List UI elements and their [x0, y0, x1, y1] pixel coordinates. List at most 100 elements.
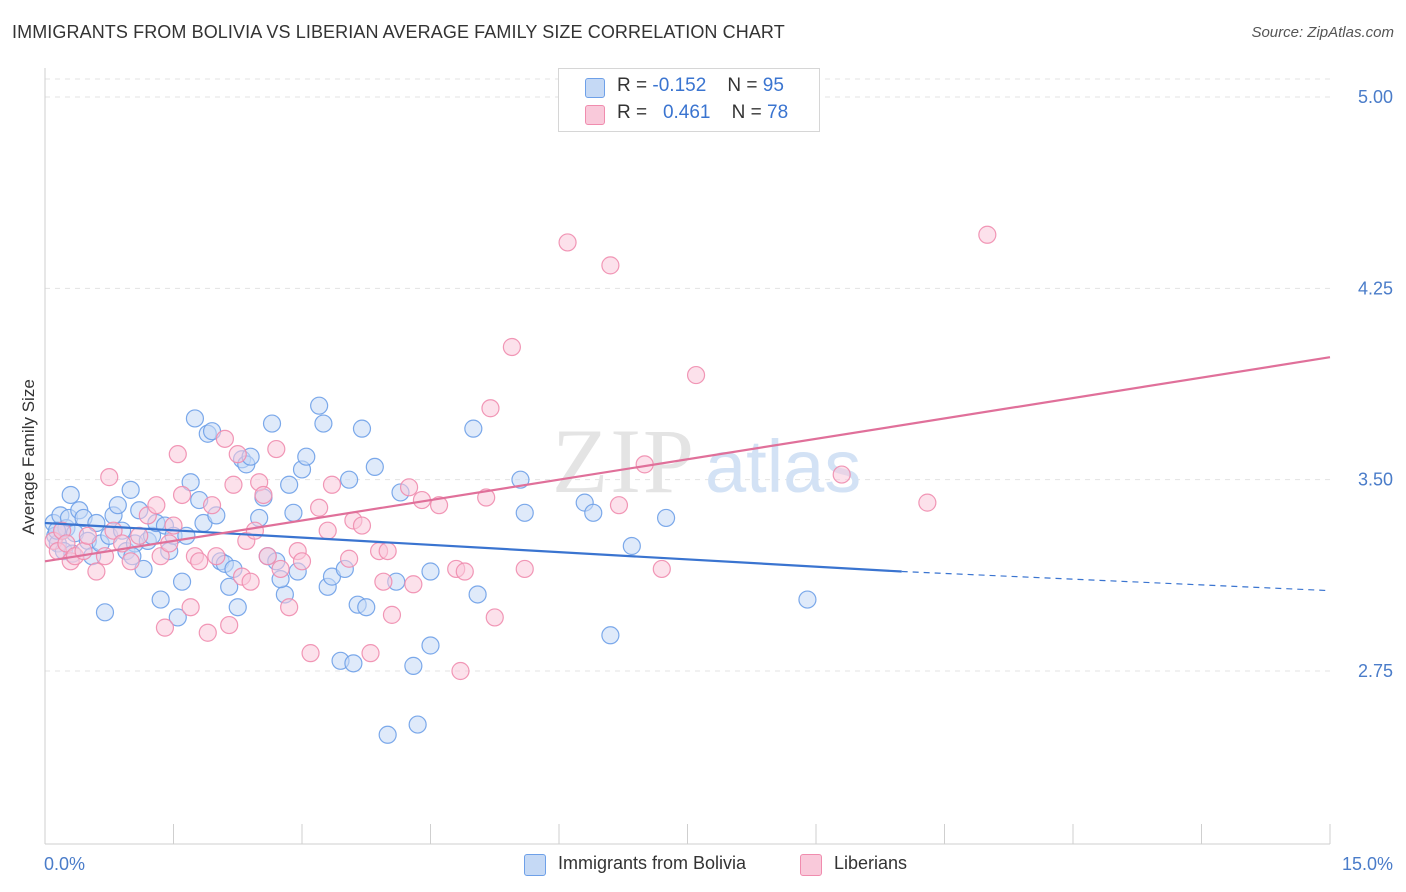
data-point — [455, 562, 474, 581]
data-point — [220, 577, 239, 596]
y-axis-label: Average Family Size — [19, 379, 38, 535]
data-point — [404, 656, 423, 675]
legend-r-label: R = — [617, 75, 648, 96]
x-tick-label: 15.0% — [1342, 854, 1393, 874]
data-point — [245, 521, 264, 540]
legend-r-value: -0.152 — [652, 75, 707, 96]
data-point — [228, 445, 247, 464]
trend-line — [44, 356, 1331, 563]
chart-title: IMMIGRANTS FROM BOLIVIA VS LIBERIAN AVER… — [12, 22, 785, 42]
data-point — [609, 496, 629, 515]
data-point — [378, 541, 397, 561]
data-point — [357, 598, 376, 617]
legend-n-label: N = — [727, 75, 758, 96]
data-point — [181, 598, 200, 617]
data-point — [151, 590, 170, 609]
data-point — [451, 661, 470, 681]
data-point — [515, 559, 534, 579]
data-point — [558, 233, 577, 252]
data-point — [280, 598, 299, 617]
x-tick-label: 0.0% — [44, 854, 85, 874]
trend-lines — [44, 356, 1331, 592]
data-point — [155, 618, 175, 637]
data-point — [798, 590, 817, 609]
data-point — [622, 536, 641, 556]
data-point — [147, 496, 166, 515]
chart-source: Source: ZipAtlas.com — [1251, 24, 1394, 41]
data-point — [978, 225, 997, 244]
data-point — [686, 365, 706, 385]
data-point — [584, 503, 603, 522]
data-point — [207, 547, 226, 566]
data-point — [378, 725, 397, 744]
data-point — [168, 608, 187, 627]
watermark-atlas: atlas — [705, 425, 861, 508]
data-point — [215, 429, 234, 448]
legend-swatch-liberians — [585, 105, 605, 125]
data-point — [601, 626, 620, 645]
bottom-legend-swatch-bolivia — [524, 854, 546, 876]
trend-line — [44, 521, 902, 573]
data-point — [61, 485, 80, 505]
data-point — [352, 419, 372, 438]
data-point — [477, 488, 496, 507]
data-point — [344, 654, 363, 673]
tick-labels: 5.00 4.25 3.50 2.75 0.0% 15.0% — [44, 87, 1393, 874]
data-point — [832, 465, 851, 484]
data-point — [511, 470, 530, 489]
data-point — [121, 552, 140, 571]
y-tick-label: 3.50 — [1358, 470, 1393, 490]
data-point — [310, 396, 329, 415]
data-point — [429, 496, 449, 515]
legend-r-value: 0.461 — [662, 102, 711, 123]
data-point — [352, 516, 372, 535]
data-point — [468, 585, 487, 604]
data-point — [340, 470, 359, 489]
series-liberians-points — [44, 225, 997, 681]
data-point — [297, 447, 316, 466]
data-point — [108, 496, 127, 515]
series-bolivia-points — [44, 396, 817, 744]
data-point — [310, 498, 329, 517]
legend-n-label: N = — [731, 102, 762, 123]
trend-line-extension — [901, 570, 1331, 592]
data-point — [284, 503, 303, 522]
data-point — [172, 485, 192, 505]
data-point — [271, 559, 290, 579]
data-point — [220, 615, 239, 635]
data-point — [485, 608, 504, 627]
data-point — [421, 636, 440, 655]
data-point — [918, 493, 937, 512]
legend-n-value: 95 — [762, 75, 784, 96]
y-tick-label: 2.75 — [1358, 661, 1393, 681]
data-point — [652, 559, 671, 579]
data-point — [172, 572, 192, 591]
data-point — [78, 526, 97, 545]
data-point — [292, 552, 312, 571]
data-point — [340, 549, 359, 568]
data-point — [399, 478, 419, 497]
data-point — [361, 644, 380, 663]
data-point — [241, 572, 260, 591]
data-point — [404, 575, 423, 594]
legend-r-label: R = — [617, 102, 648, 123]
data-point — [198, 623, 217, 642]
legend-n-value: 78 — [767, 102, 789, 123]
bottom-legend-swatch-liberians — [800, 854, 822, 876]
bottom-legend-label-liberians: Liberians — [834, 853, 908, 873]
data-point — [185, 409, 205, 428]
data-point — [87, 562, 106, 581]
data-point — [481, 399, 500, 418]
data-point — [258, 547, 277, 566]
data-point — [262, 414, 282, 433]
data-point — [374, 572, 393, 591]
data-point — [190, 552, 209, 571]
legend-swatch-bolivia — [585, 78, 605, 98]
data-point — [280, 475, 299, 494]
bottom-legend-label-bolivia: Immigrants from Bolivia — [558, 853, 747, 873]
data-point — [301, 644, 320, 663]
data-point — [382, 605, 402, 624]
data-point — [228, 598, 247, 617]
data-point — [95, 603, 115, 622]
